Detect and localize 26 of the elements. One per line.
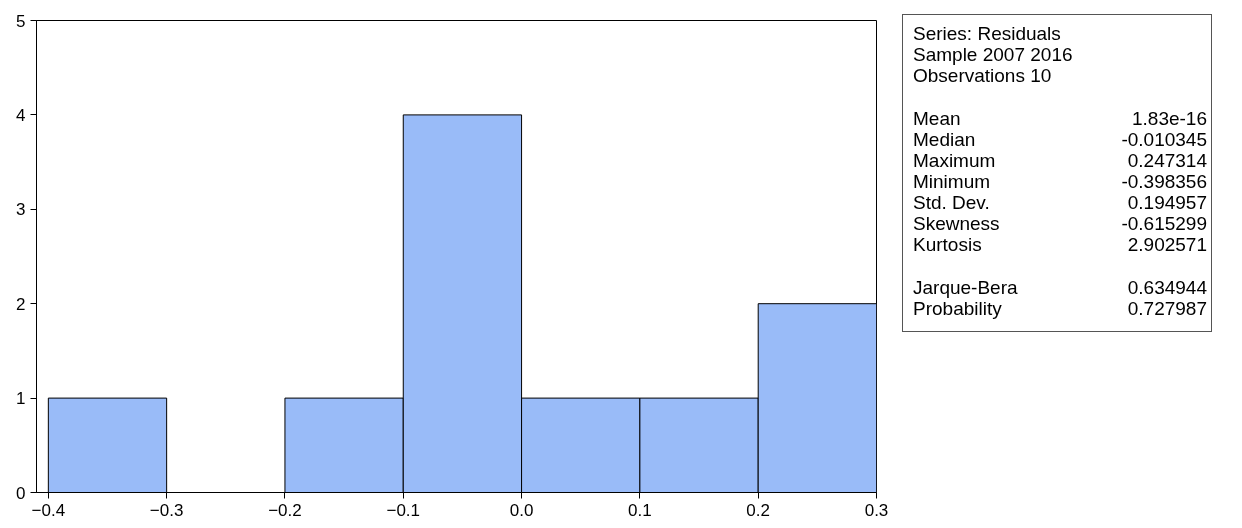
text: Jarque-Bera 0.634944	[913, 277, 1207, 298]
y-tick-label: 3	[16, 200, 26, 220]
x-tick-label: −0.2	[268, 500, 302, 520]
x-tick-label: −0.1	[386, 500, 421, 520]
text: Std. Dev. 0.194957	[913, 192, 1207, 213]
text: Sample 2007 2016	[913, 44, 1074, 65]
x-tick-label: 0.1	[628, 500, 652, 520]
text: Probability 0.727987	[913, 298, 1207, 319]
text: Kurtosis 2.902571	[913, 234, 1207, 255]
text: Observations 10	[913, 65, 1053, 86]
text: Skewness -0.615299	[913, 213, 1207, 234]
text: Mean 1.83e-16	[913, 108, 1207, 129]
x-tick-label: 0.2	[746, 500, 771, 520]
y-tick-label: 2	[16, 294, 26, 314]
text: Maximum 0.247314	[913, 150, 1207, 171]
y-tick-label: 4	[16, 105, 26, 125]
text: Series: Residuals	[913, 23, 1062, 44]
y-tick-label: 1	[16, 389, 26, 409]
y-tick-label: 5	[16, 11, 26, 31]
text: Median -0.010345	[913, 129, 1207, 150]
x-tick-label: −0.4	[31, 500, 66, 520]
x-tick-label: 0.0	[509, 500, 534, 520]
x-tick-label: −0.3	[149, 500, 184, 520]
y-tick-label: 0	[16, 483, 26, 503]
text: Minimum -0.398356	[913, 171, 1207, 192]
x-tick-label: 0.3	[864, 500, 889, 520]
